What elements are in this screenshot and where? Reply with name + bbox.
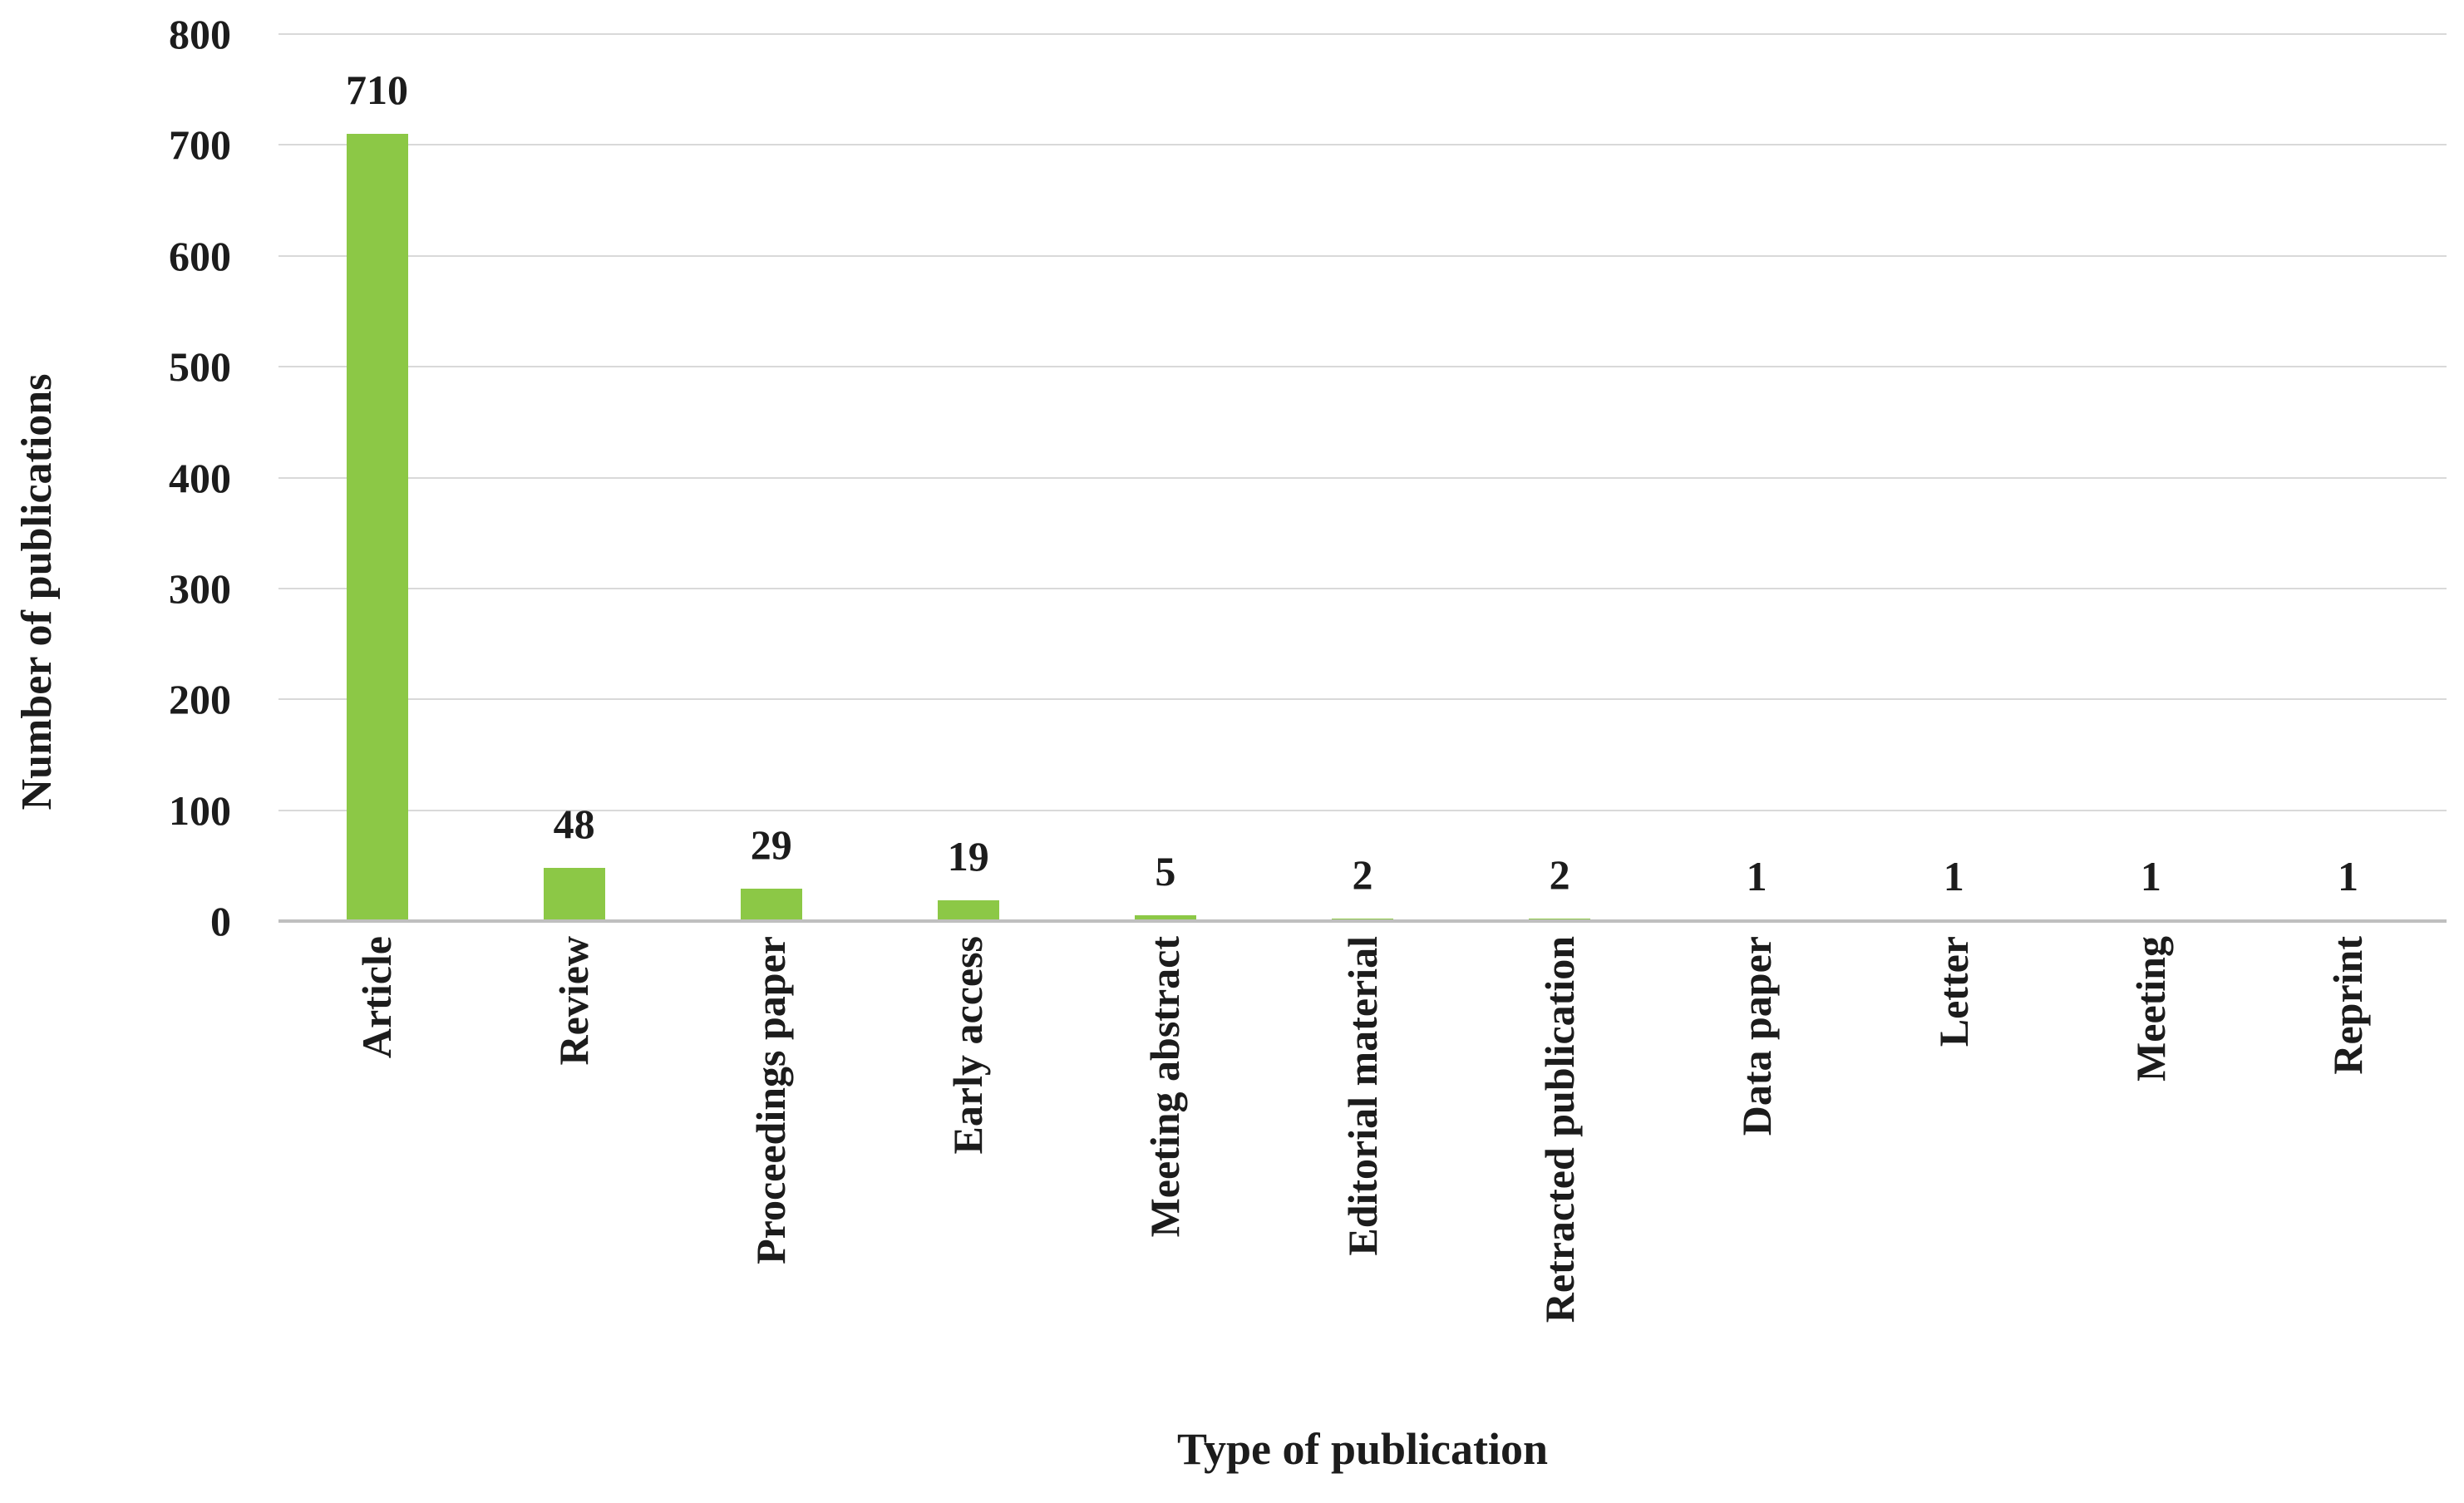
x-category-label-early-access: Early access — [944, 936, 992, 1155]
gridline-y-400 — [278, 476, 2447, 479]
x-category-cell-letter: Letter — [1855, 936, 2053, 1435]
bar-value-label-proceedings-paper: 29 — [750, 821, 792, 869]
x-category-label-letter: Letter — [1929, 936, 1977, 1047]
gridline-y-800 — [278, 33, 2447, 35]
bar-article — [346, 134, 408, 921]
gridline-y-500 — [278, 366, 2447, 368]
gridline-y-300 — [278, 587, 2447, 589]
x-category-cell-data-paper: Data paper — [1658, 936, 1855, 1435]
plot-area: 710 48 29 19 5 2 2 1 1 1 1 — [278, 33, 2447, 923]
bar-proceedings-paper — [740, 889, 802, 921]
x-axis-title: Type of publication — [1176, 1424, 1549, 1474]
x-category-label-meeting-abstract: Meeting abstract — [1141, 936, 1189, 1238]
x-category-label-editorial-material: Editorial material — [1338, 936, 1386, 1256]
y-tick-label-700: 700 — [169, 121, 231, 169]
bar-value-label-retracted-publication: 2 — [1549, 851, 1570, 899]
bar-value-label-meeting: 1 — [2140, 852, 2161, 899]
x-category-cell-retracted-publication: Retracted publication — [1461, 936, 1658, 1435]
x-category-cell-review: Review — [476, 936, 673, 1435]
y-tick-label-100: 100 — [169, 786, 231, 834]
bar-value-label-editorial-material: 2 — [1352, 851, 1373, 899]
bar-value-label-review: 48 — [553, 800, 595, 847]
x-category-cell-early-access: Early access — [870, 936, 1067, 1435]
x-category-label-retracted-publication: Retracted publication — [1535, 936, 1583, 1323]
bar-value-label-reprint: 1 — [2337, 852, 2358, 899]
y-tick-label-600: 600 — [169, 232, 231, 279]
bar-meeting-abstract — [1134, 915, 1196, 921]
x-category-cell-proceedings-paper: Proceedings paper — [673, 936, 870, 1435]
y-tick-label-300: 300 — [169, 564, 231, 612]
y-tick-label-500: 500 — [169, 343, 231, 391]
bar-value-label-early-access: 19 — [947, 832, 989, 880]
x-category-cell-meeting-abstract: Meeting abstract — [1067, 936, 1264, 1435]
gridline-y-200 — [278, 698, 2447, 701]
bar-value-label-article: 710 — [346, 67, 409, 114]
y-tick-label-400: 400 — [169, 454, 231, 501]
x-category-cell-reprint: Reprint — [2250, 936, 2447, 1435]
gridline-y-600 — [278, 254, 2447, 257]
x-category-cell-meeting: Meeting — [2053, 936, 2250, 1435]
x-category-label-meeting: Meeting — [2126, 936, 2174, 1082]
x-category-label-data-paper: Data paper — [1732, 936, 1780, 1136]
gridline-y-700 — [278, 144, 2447, 146]
x-category-cell-editorial-material: Editorial material — [1264, 936, 1461, 1435]
y-tick-label-0: 0 — [210, 898, 231, 944]
y-tick-label-800: 800 — [169, 11, 231, 57]
bar-value-label-meeting-abstract: 5 — [1155, 848, 1176, 895]
y-tick-label-200: 200 — [169, 676, 231, 723]
x-category-cell-article: Article — [278, 936, 476, 1435]
bar-review — [543, 867, 605, 921]
bar-early-access — [937, 899, 999, 921]
x-category-label-proceedings-paper: Proceedings paper — [747, 936, 795, 1264]
x-category-label-article: Article — [353, 936, 401, 1059]
x-category-label-reprint: Reprint — [2324, 936, 2371, 1075]
bar-value-label-data-paper: 1 — [1746, 852, 1767, 899]
x-axis-category-labels: Article Review Proceedings paper Early acce… — [278, 936, 2447, 1435]
x-axis-line — [278, 919, 2447, 923]
bar-value-label-letter: 1 — [1943, 852, 1964, 899]
gridline-y-100 — [278, 809, 2447, 811]
x-category-label-review: Review — [550, 936, 598, 1066]
